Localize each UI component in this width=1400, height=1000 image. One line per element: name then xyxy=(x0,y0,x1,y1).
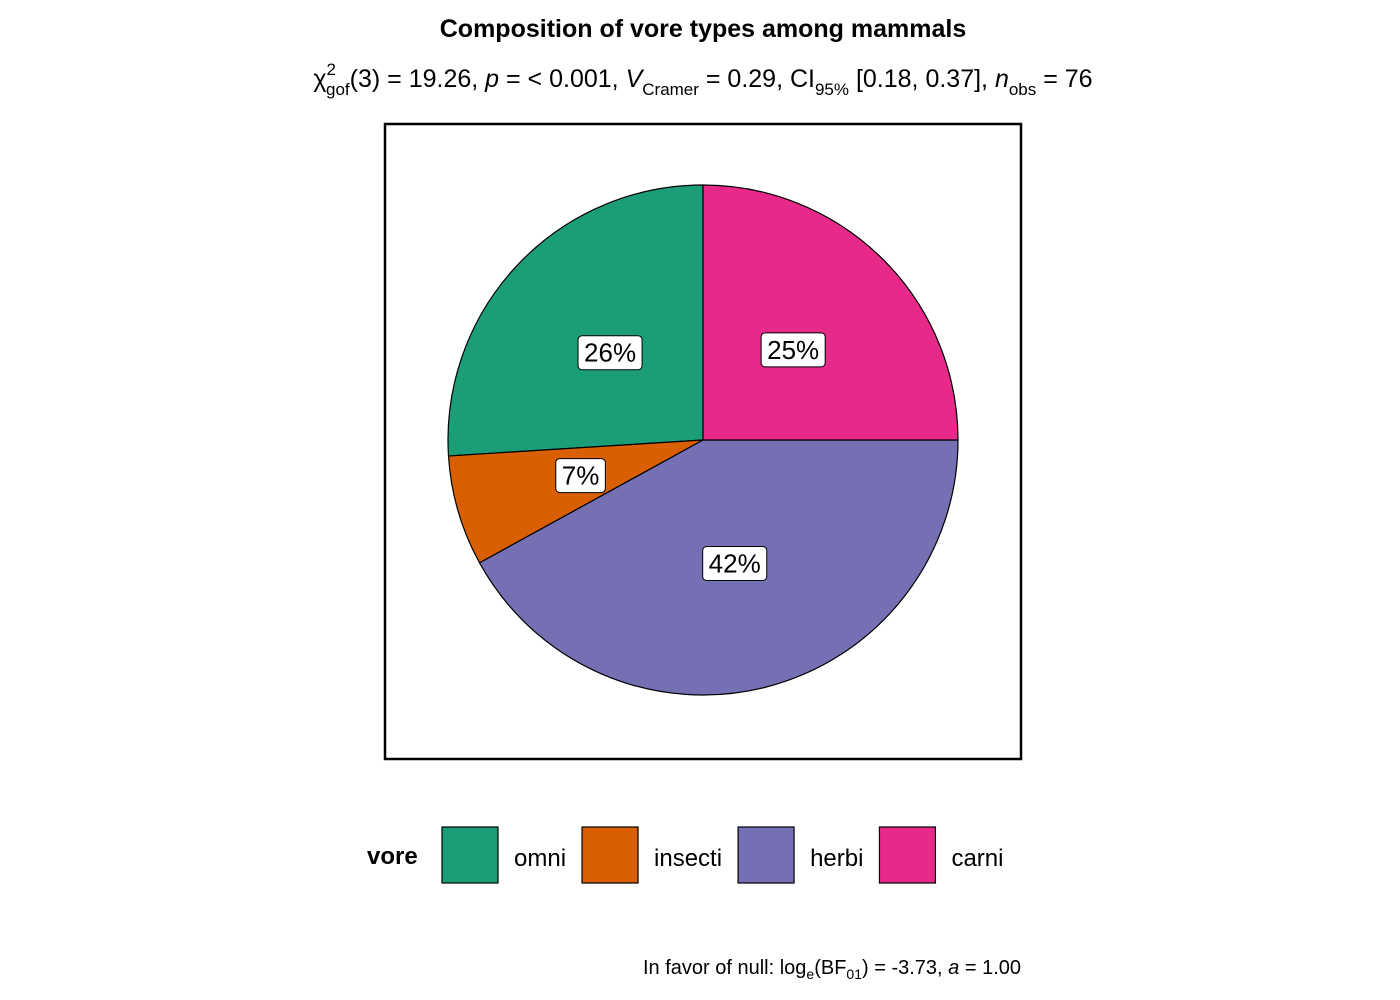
subtitle-part: = 76 xyxy=(1036,65,1092,93)
slice-label-text: 7% xyxy=(562,461,600,491)
subtitle-part: 95% xyxy=(815,80,849,99)
legend-label: herbi xyxy=(810,845,863,872)
caption-part: (BF xyxy=(814,957,846,979)
legend-swatch xyxy=(737,826,795,884)
chart-title: Composition of vore types among mammals xyxy=(440,15,967,43)
slice-label-text: 42% xyxy=(709,548,761,578)
subtitle-part: Cramer xyxy=(642,80,699,99)
slice-label: 7% xyxy=(555,458,606,494)
caption: In favor of null: loge(BF01) = -3.73, a … xyxy=(643,957,1021,982)
legend: vore omni insecti herbi carni xyxy=(367,826,1003,884)
caption-part: a xyxy=(948,957,959,979)
subtitle-part: = < 0.001, xyxy=(499,65,626,93)
caption-part: = 1.00 xyxy=(959,957,1021,979)
caption-part: In favor of null: log xyxy=(643,957,806,979)
chart-subtitle: χ2 gof(3) = 19.26, p = < 0.001, VCramer =… xyxy=(313,60,1092,99)
subtitle-part: V xyxy=(626,65,645,93)
subtitle-part: obs xyxy=(1009,80,1036,99)
slice-label: 25% xyxy=(760,332,826,368)
label-box xyxy=(555,458,606,494)
slice-label: 42% xyxy=(702,545,768,581)
pie-slice xyxy=(702,184,959,441)
subtitle-part: χ xyxy=(313,65,326,93)
panel-border xyxy=(383,122,1023,761)
label-box xyxy=(702,545,768,581)
slice-label-text: 26% xyxy=(584,338,636,368)
pie-slice xyxy=(447,184,704,457)
label-box xyxy=(760,332,826,368)
slice-label-text: 25% xyxy=(767,335,819,365)
slice-label: 26% xyxy=(577,335,643,371)
legend-label: carni xyxy=(951,845,1003,872)
subtitle-part: [0.18, 0.37], xyxy=(849,65,995,93)
legend-title: vore xyxy=(367,843,418,870)
subtitle-part: n xyxy=(995,65,1009,93)
legend-swatch xyxy=(878,826,937,884)
legend-swatch xyxy=(441,826,499,884)
label-box xyxy=(577,335,643,371)
subtitle-part: 2 xyxy=(327,60,336,79)
subtitle-part: (3) = 19.26, xyxy=(350,65,486,93)
pie: 26% 7% 42% 25% xyxy=(447,184,959,696)
legend-label: omni xyxy=(514,845,566,872)
subtitle-part: p xyxy=(484,65,499,93)
subtitle-part: gof xyxy=(326,80,350,99)
caption-part: 01 xyxy=(846,966,862,982)
subtitle-part: = 0.29, CI xyxy=(699,65,815,93)
caption-part: ) = -3.73, xyxy=(862,957,948,979)
pie-slice xyxy=(447,439,704,564)
caption-part: e xyxy=(806,966,814,982)
legend-label: insecti xyxy=(654,845,722,872)
legend-swatch xyxy=(581,826,639,884)
